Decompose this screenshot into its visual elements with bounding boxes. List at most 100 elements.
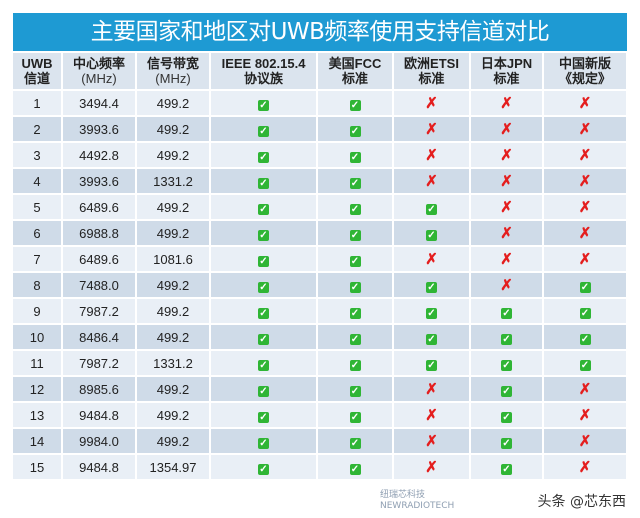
support-cell: ✓ (317, 272, 394, 299)
table-row: 4 3993.6 1331.2 ✓ ✓ ✗ ✗ ✗ (13, 168, 628, 195)
bandwidth-cell: 1331.2 (136, 350, 211, 377)
bandwidth-cell: 499.2 (136, 428, 211, 455)
cross-icon: ✗ (500, 94, 513, 112)
check-icon: ✓ (349, 177, 361, 189)
header-line1: 美国FCC (328, 56, 382, 71)
cross-icon: ✗ (425, 94, 438, 112)
table-row: 6 6988.8 499.2 ✓ ✓ ✓ ✗ ✗ (13, 220, 628, 247)
cross-icon: ✗ (578, 120, 592, 138)
support-cell: ✗ (470, 272, 544, 299)
check-icon: ✓ (258, 125, 269, 137)
check-icon: ✓ (579, 333, 591, 345)
header-line2: 标准 (418, 71, 445, 86)
table-row: 8 7488.0 499.2 ✓ ✓ ✓ ✗ ✓ (13, 272, 628, 299)
support-cell: ✗ (543, 168, 628, 195)
check-icon: ✓ (349, 463, 361, 475)
logo-watermark: 纽瑞芯科技 NEWRADIOTECH (380, 490, 454, 512)
cross-icon: ✗ (500, 276, 513, 294)
check-icon: ✓ (349, 99, 361, 111)
bandwidth-cell: 499.2 (136, 90, 211, 117)
support-cell: ✓ (317, 402, 394, 429)
support-cell: ✓ (317, 376, 394, 403)
table-row: 15 9484.8 1354.97 ✓ ✓ ✗ ✓ ✗ (13, 454, 628, 481)
center-frequency-cell: 3993.6 (62, 168, 137, 195)
bandwidth-cell: 499.2 (136, 324, 211, 351)
cross-icon: ✗ (578, 432, 592, 450)
channel-cell: 15 (13, 454, 63, 481)
center-frequency-cell: 9984.0 (62, 428, 137, 455)
check-icon: ✓ (258, 99, 269, 111)
channel-cell: 12 (13, 376, 63, 403)
support-cell: ✗ (470, 246, 544, 273)
support-cell: ✓ (210, 116, 318, 143)
table-row: 13 9484.8 499.2 ✓ ✓ ✗ ✓ ✗ (13, 402, 628, 429)
support-cell: ✗ (393, 246, 471, 273)
support-cell: ✓ (210, 168, 318, 195)
check-icon: ✓ (501, 411, 512, 423)
header-row: UWB 信道 中心频率 (MHz) 信号带宽 (MHz) IEEE 802.15.4 协议族美… (13, 53, 628, 91)
header-line1: 信号带宽 (146, 56, 199, 71)
check-icon: ✓ (258, 307, 269, 319)
support-cell: ✗ (393, 454, 471, 481)
table-row: 10 8486.4 499.2 ✓ ✓ ✓ ✓ ✓ (13, 324, 628, 351)
header-line1: 日本JPN (480, 56, 533, 71)
support-cell: ✗ (543, 246, 628, 273)
channel-cell: 8 (13, 272, 63, 299)
column-header: IEEE 802.15.4 协议族 (210, 53, 318, 91)
support-cell: ✗ (470, 142, 544, 169)
channel-cell: 4 (13, 168, 63, 195)
cross-icon: ✗ (578, 146, 592, 164)
support-cell: ✗ (393, 168, 471, 195)
channel-cell: 7 (13, 246, 63, 273)
cross-icon: ✗ (500, 146, 513, 164)
check-icon: ✓ (426, 307, 437, 319)
support-cell: ✓ (393, 220, 471, 247)
support-cell: ✗ (543, 376, 628, 403)
table-row: 5 6489.6 499.2 ✓ ✓ ✓ ✗ ✗ (13, 194, 628, 221)
column-header: 中心频率 (MHz) (62, 53, 137, 91)
check-icon: ✓ (258, 229, 269, 241)
support-cell: ✗ (393, 116, 471, 143)
cross-icon: ✗ (425, 458, 438, 476)
support-cell: ✓ (393, 194, 471, 221)
check-icon: ✓ (349, 255, 361, 267)
cross-icon: ✗ (425, 380, 438, 398)
check-icon: ✓ (579, 281, 591, 293)
bandwidth-cell: 499.2 (136, 272, 211, 299)
support-cell: ✓ (210, 272, 318, 299)
check-icon: ✓ (501, 333, 512, 345)
support-cell: ✓ (393, 298, 471, 325)
check-icon: ✓ (349, 437, 361, 449)
header-line1: UWB (21, 56, 53, 71)
header-line1: 中心频率 (72, 56, 125, 71)
support-cell: ✓ (210, 142, 318, 169)
center-frequency-cell: 3494.4 (62, 90, 137, 117)
source-watermark: 头条 @芯东西 (537, 494, 626, 510)
bandwidth-cell: 1354.97 (136, 454, 211, 481)
center-frequency-cell: 9484.8 (62, 402, 137, 429)
column-header: 欧洲ETSI 标准 (393, 53, 471, 91)
cross-icon: ✗ (578, 198, 592, 216)
channel-cell: 1 (13, 90, 63, 117)
support-cell: ✓ (210, 324, 318, 351)
support-cell: ✗ (543, 142, 628, 169)
cross-icon: ✗ (425, 146, 438, 164)
header-line2: 标准 (493, 71, 520, 86)
support-cell: ✗ (470, 220, 544, 247)
support-cell: ✓ (470, 350, 544, 377)
support-cell: ✗ (470, 168, 544, 195)
header-line2: 标准 (341, 71, 368, 86)
cross-icon: ✗ (425, 406, 438, 424)
bandwidth-cell: 1081.6 (136, 246, 211, 273)
header-line2: 信道 (23, 71, 50, 86)
check-icon: ✓ (349, 281, 361, 293)
check-icon: ✓ (349, 411, 361, 423)
check-icon: ✓ (501, 307, 512, 319)
header-line1: 中国新版 (558, 56, 611, 71)
check-icon: ✓ (258, 151, 269, 163)
support-cell: ✓ (470, 298, 544, 325)
check-icon: ✓ (426, 281, 437, 293)
check-icon: ✓ (258, 359, 269, 371)
check-icon: ✓ (258, 463, 269, 475)
table-row: 7 6489.6 1081.6 ✓ ✓ ✗ ✗ ✗ (13, 246, 628, 273)
